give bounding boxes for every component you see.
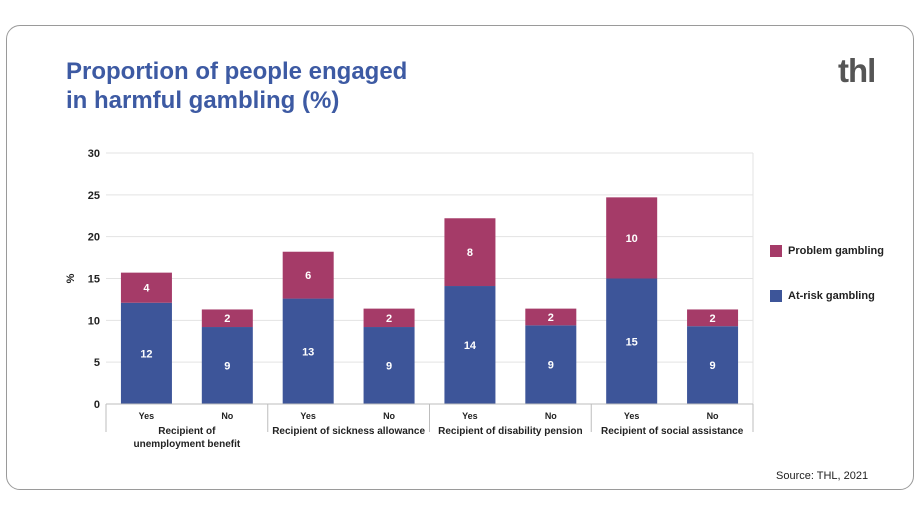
y-tick-label-20: 20 [88,232,100,244]
legend-swatch-problem [770,245,782,257]
x-tick-label-6: Yes [624,411,640,421]
bar-problem-1 [201,309,253,328]
x-tick-label-0: Yes [139,411,155,421]
data-label-problem-1: 2 [224,313,230,325]
data-label-at-risk-4: 14 [464,340,477,352]
data-label-at-risk-6: 15 [626,336,638,348]
x-tick-label-2: Yes [300,411,316,421]
bar-problem-0 [120,272,172,303]
data-label-at-risk-0: 12 [140,348,152,360]
data-label-problem-0: 4 [143,283,150,295]
y-tick-label-10: 10 [88,315,100,327]
bar-problem-5 [525,308,577,326]
legend-swatch-at-risk [770,290,782,302]
x-tick-label-5: No [545,411,557,421]
x-tick-label-3: No [383,411,395,421]
bar-at-risk-7 [687,326,739,404]
data-label-at-risk-5: 9 [548,360,554,372]
bar-at-risk-5 [525,325,577,404]
bar-at-risk-3 [363,327,415,404]
x-tick-label-7: No [707,411,719,421]
group-label-3: Recipient of social assistance [601,426,744,437]
bar-at-risk-6 [606,278,658,404]
chart-title-line-1: Proportion of people engaged [66,58,408,85]
group-label-1: Recipient of sickness allowance [272,426,425,437]
legend-item-problem-gambling: Problem gambling [770,245,884,257]
bar-at-risk-0 [120,302,172,404]
y-axis-label: % [65,273,77,283]
group-label-0-line-1: unemployment benefit [134,439,241,450]
data-label-at-risk-3: 9 [386,361,392,373]
y-tick-label-5: 5 [94,357,100,369]
data-label-problem-5: 2 [548,312,554,324]
data-label-at-risk-1: 9 [224,361,230,373]
bar-at-risk-2 [282,298,334,404]
legend-item-at-risk-gambling: At-risk gambling [770,290,875,302]
data-label-at-risk-7: 9 [710,360,716,372]
bar-problem-3 [363,308,415,328]
y-tick-label-30: 30 [88,148,100,160]
legend-label-problem: Problem gambling [788,245,884,257]
bar-problem-2 [282,251,334,299]
data-label-problem-7: 2 [710,313,716,325]
data-label-problem-2: 6 [305,270,311,282]
bar-problem-6 [606,197,658,279]
x-tick-label-4: Yes [462,411,478,421]
chart-title-line-2: in harmful gambling (%) [66,87,340,114]
group-label-2: Recipient of disability pension [438,426,582,437]
y-tick-label-25: 25 [88,190,100,202]
source-note: Source: THL, 2021 [776,470,869,482]
group-label-0-line-0: Recipient of [158,426,216,437]
bar-problem-7 [687,309,739,327]
y-tick-label-0: 0 [94,399,100,411]
y-tick-label-15: 15 [88,274,100,286]
chart-title: Proportion of people engaged in harmful … [66,57,407,115]
data-label-problem-6: 10 [626,233,638,245]
bar-at-risk-1 [201,327,253,404]
bar-problem-4 [444,218,496,287]
thl-logo: thl [838,52,876,89]
data-label-at-risk-2: 13 [302,346,314,358]
x-tick-label-1: No [221,411,233,421]
data-label-problem-3: 2 [386,313,392,325]
bar-at-risk-4 [444,286,496,404]
data-label-problem-4: 8 [467,247,473,259]
legend-label-at-risk: At-risk gambling [788,290,875,302]
